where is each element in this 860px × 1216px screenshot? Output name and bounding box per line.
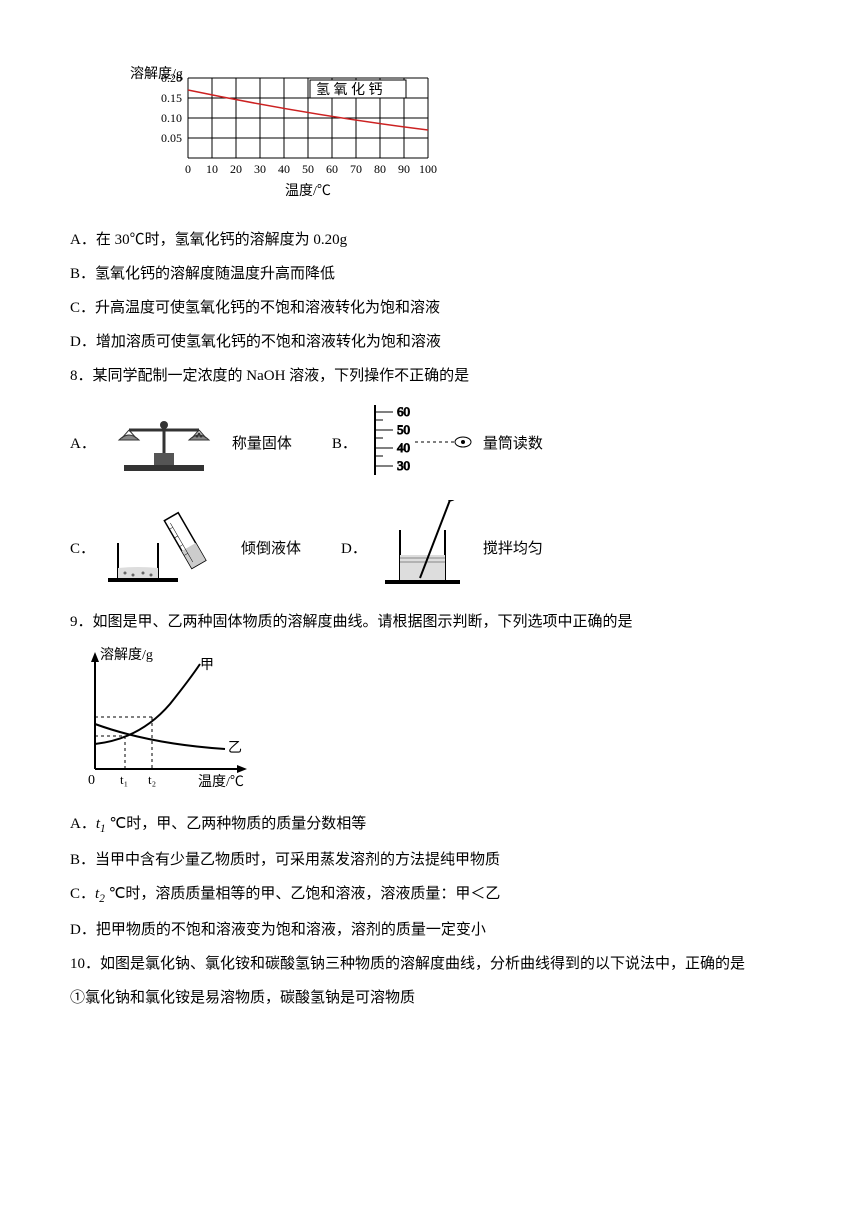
- q9-t2: t₂: [148, 772, 156, 787]
- ytick-010: 0.10: [161, 111, 182, 125]
- stirring-icon: [375, 500, 475, 598]
- ytick-005: 0.05: [161, 131, 182, 145]
- solubility-curve-chart: 溶解度/g 温度/℃ 0 甲 乙 t₁ t₂: [70, 644, 790, 802]
- xtick-100: 100: [419, 162, 437, 176]
- q7-option-a: A．在 30℃时，氢氧化钙的溶解度为 0.20g: [70, 228, 790, 252]
- q9-stem: 9．如图是甲、乙两种固体物质的溶解度曲线。请根据图示判断，下列选项中正确的是: [70, 610, 790, 634]
- q8-d-prefix: D．: [341, 537, 367, 561]
- q8-stem: 8．某同学配制一定浓度的 NaOH 溶液，下列操作不正确的是: [70, 364, 790, 388]
- ytick-020: 0.20: [161, 71, 182, 85]
- q8-row-1: A． 称量固体 B．: [70, 400, 790, 488]
- label-yi: 乙: [228, 740, 242, 756]
- legend-text: 氢 氧 化 钙: [316, 82, 383, 98]
- q8-option-d: D． 搅拌均匀: [341, 500, 543, 598]
- xtick-70: 70: [350, 162, 362, 176]
- q10-line1: ①氯化钠和氯化铵是易溶物质，碳酸氢钠是可溶物质: [70, 986, 790, 1010]
- ytick-015: 0.15: [161, 91, 182, 105]
- q7-option-b: B．氢氧化钙的溶解度随温度升高而降低: [70, 262, 790, 286]
- q9-origin: 0: [88, 773, 95, 788]
- q8-c-prefix: C．: [70, 537, 95, 561]
- svg-text:30: 30: [397, 458, 410, 473]
- q8-c-label: 倾倒液体: [241, 537, 301, 561]
- q8-option-a: A． 称量固体: [70, 405, 292, 483]
- cylinder-reading-icon: 60 50 40 30: [365, 400, 475, 488]
- q7-option-d: D．增加溶质可使氢氧化钙的不饱和溶液转化为饱和溶液: [70, 330, 790, 354]
- xtick-60: 60: [326, 162, 338, 176]
- q10-stem: 10．如图是氯化钠、氯化铵和碳酸氢钠三种物质的溶解度曲线，分析曲线得到的以下说法…: [70, 952, 790, 976]
- label-jia: 甲: [200, 658, 214, 673]
- q8-row-2: C． 倾倒液体 D．: [70, 500, 790, 598]
- q9-x-label: 温度/℃: [198, 774, 244, 790]
- solubility-chart-caoh2: 溶解度/g 0.20 0.15 0.10 0.05: [130, 60, 790, 218]
- pouring-liquid-icon: [103, 503, 233, 596]
- svg-text:40: 40: [397, 440, 410, 455]
- q8-d-label: 搅拌均匀: [483, 537, 543, 561]
- q8-b-prefix: B．: [332, 432, 357, 456]
- q9-y-label: 溶解度/g: [100, 647, 153, 663]
- q9-option-c: C．t2 ℃时，溶质质量相等的甲、乙饱和溶液，溶液质量：甲＜乙: [70, 882, 790, 908]
- xtick-50: 50: [302, 162, 314, 176]
- q9-option-a: A．t1 ℃时，甲、乙两种物质的质量分数相等: [70, 812, 790, 838]
- balance-scale-icon: [104, 405, 224, 483]
- xtick-30: 30: [254, 162, 266, 176]
- xtick-80: 80: [374, 162, 386, 176]
- chart1-svg: 溶解度/g 0.20 0.15 0.10 0.05: [130, 60, 450, 210]
- q9-option-b: B．当甲中含有少量乙物质时，可采用蒸发溶剂的方法提纯甲物质: [70, 848, 790, 872]
- q9-option-d: D．把甲物质的不饱和溶液变为饱和溶液，溶剂的质量一定变小: [70, 918, 790, 942]
- xtick-40: 40: [278, 162, 290, 176]
- svg-text:50: 50: [397, 422, 410, 437]
- q8-option-b: B． 60 50 40 30 量筒读数: [332, 400, 543, 488]
- svg-text:60: 60: [397, 404, 410, 419]
- q8-option-c: C． 倾倒液体: [70, 503, 301, 596]
- q7-option-c: C．升高温度可使氢氧化钙的不饱和溶液转化为饱和溶液: [70, 296, 790, 320]
- curve-jia: [95, 664, 200, 744]
- q9-t1: t₁: [120, 772, 128, 787]
- xtick-90: 90: [398, 162, 410, 176]
- xtick-10: 10: [206, 162, 218, 176]
- q8-a-label: 称量固体: [232, 432, 292, 456]
- xtick-20: 20: [230, 162, 242, 176]
- q8-b-label: 量筒读数: [483, 432, 543, 456]
- q8-a-prefix: A．: [70, 432, 96, 456]
- xtick-0: 0: [185, 162, 191, 176]
- x-axis-label: 温度/℃: [285, 183, 331, 199]
